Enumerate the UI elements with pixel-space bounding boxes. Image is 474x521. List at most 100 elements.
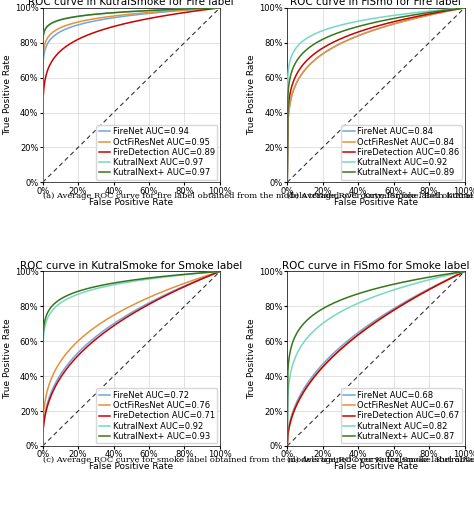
FireNet AUC=0.68	[389, 306, 395, 313]
KutralNext AUC=0.97	[201, 5, 206, 11]
KutralNext AUC=0.92	[146, 276, 151, 282]
OctFiResNet AUC=0.67	[445, 277, 451, 283]
KutralNext+ AUC=0.93	[201, 269, 206, 276]
OctFiResNet AUC=0.95	[145, 9, 150, 16]
KutralNext+ AUC=0.97	[145, 7, 150, 14]
OctFiResNet AUC=0.95	[189, 6, 195, 13]
Line: FireDetection AUC=0.71: FireDetection AUC=0.71	[43, 271, 220, 446]
OctFiResNet AUC=0.67	[393, 306, 399, 312]
Line: KutralNext+ AUC=0.93: KutralNext+ AUC=0.93	[43, 271, 220, 446]
KutralNext+ AUC=0.89	[390, 16, 396, 22]
Y-axis label: True Positive Rate: True Positive Rate	[3, 318, 12, 399]
FireNet AUC=0.68	[390, 306, 396, 312]
FireNet AUC=0.68	[393, 304, 399, 311]
Line: FireDetection AUC=0.67: FireDetection AUC=0.67	[287, 271, 465, 446]
KutralNext AUC=0.97	[148, 7, 154, 14]
KutralNext AUC=0.82	[390, 287, 396, 293]
Line: OctFiResNet AUC=0.84: OctFiResNet AUC=0.84	[287, 8, 465, 182]
Text: (d) Average ROC curve for smoke label obtained from the models trained over FiSm: (d) Average ROC curve for smoke label ob…	[287, 455, 474, 464]
KutralNext+ AUC=0.89	[285, 93, 291, 99]
FireDetection AUC=0.86	[285, 110, 291, 117]
FireNet AUC=0.94	[40, 179, 46, 185]
KutralNext+ AUC=0.87	[462, 268, 467, 275]
Line: OctFiResNet AUC=0.67: OctFiResNet AUC=0.67	[287, 271, 465, 446]
X-axis label: False Positive Rate: False Positive Rate	[334, 462, 418, 471]
FireNet AUC=0.84	[393, 20, 399, 27]
KutralNext+ AUC=0.93	[217, 268, 223, 275]
FireNet AUC=0.68	[434, 282, 439, 288]
KutralNext AUC=0.97	[146, 7, 151, 14]
Line: FireNet AUC=0.72: FireNet AUC=0.72	[43, 271, 220, 446]
KutralNext+ AUC=0.89	[434, 8, 439, 15]
KutralNext AUC=0.92	[40, 443, 46, 449]
OctFiResNet AUC=0.95	[217, 5, 223, 11]
KutralNext+ AUC=0.87	[284, 443, 290, 449]
OctFiResNet AUC=0.76	[40, 443, 46, 449]
FireDetection AUC=0.71	[189, 280, 195, 287]
FireDetection AUC=0.71	[148, 300, 154, 306]
X-axis label: False Positive Rate: False Positive Rate	[89, 462, 173, 471]
FireNet AUC=0.94	[189, 7, 195, 13]
KutralNext+ AUC=0.87	[389, 281, 395, 288]
KutralNext AUC=0.97	[189, 6, 195, 12]
OctFiResNet AUC=0.76	[145, 295, 150, 301]
KutralNext AUC=0.97	[145, 7, 150, 14]
Line: FireNet AUC=0.84: FireNet AUC=0.84	[287, 8, 465, 182]
OctFiResNet AUC=0.67	[389, 308, 395, 314]
OctFiResNet AUC=0.84	[284, 179, 290, 185]
FireDetection AUC=0.89	[145, 16, 150, 22]
Y-axis label: True Positive Rate: True Positive Rate	[247, 55, 256, 135]
KutralNext AUC=0.92	[284, 179, 290, 185]
FireNet AUC=0.84	[389, 21, 395, 28]
Line: OctFiResNet AUC=0.76: OctFiResNet AUC=0.76	[43, 271, 220, 446]
FireDetection AUC=0.67	[462, 268, 467, 275]
KutralNext+ AUC=0.93	[40, 443, 46, 449]
KutralNext AUC=0.82	[285, 393, 291, 399]
FireDetection AUC=0.67	[434, 282, 439, 289]
OctFiResNet AUC=0.67	[462, 268, 467, 275]
KutralNext AUC=0.82	[462, 268, 467, 275]
OctFiResNet AUC=0.76	[146, 295, 151, 301]
OctFiResNet AUC=0.95	[40, 50, 46, 56]
KutralNext AUC=0.92	[285, 73, 291, 79]
KutralNext+ AUC=0.87	[434, 272, 439, 279]
X-axis label: False Positive Rate: False Positive Rate	[89, 199, 173, 207]
Legend: FireNet AUC=0.84, OctFiResNet AUC=0.84, FireDetection AUC=0.86, KutralNext AUC=0: FireNet AUC=0.84, OctFiResNet AUC=0.84, …	[341, 125, 462, 180]
Line: FireNet AUC=0.68: FireNet AUC=0.68	[287, 271, 465, 446]
Title: ROC curve in KutralSmoke for Fire label: ROC curve in KutralSmoke for Fire label	[28, 0, 234, 7]
FireNet AUC=0.84	[284, 179, 290, 185]
KutralNext+ AUC=0.87	[285, 368, 291, 375]
FireDetection AUC=0.86	[434, 9, 439, 16]
FireNet AUC=0.94	[148, 10, 154, 16]
FireDetection AUC=0.89	[189, 8, 195, 15]
KutralNext AUC=0.92	[462, 5, 467, 11]
KutralNext AUC=0.92	[145, 276, 150, 282]
FireDetection AUC=0.89	[40, 179, 46, 185]
FireNet AUC=0.94	[201, 6, 206, 12]
OctFiResNet AUC=0.84	[390, 21, 396, 28]
FireDetection AUC=0.89	[201, 7, 206, 13]
FireNet AUC=0.72	[40, 424, 46, 430]
FireDetection AUC=0.67	[284, 443, 290, 449]
Y-axis label: True Positive Rate: True Positive Rate	[3, 55, 12, 135]
KutralNext AUC=0.97	[40, 179, 46, 185]
OctFiResNet AUC=0.76	[148, 293, 154, 300]
FireDetection AUC=0.86	[445, 7, 451, 14]
FireDetection AUC=0.86	[462, 5, 467, 11]
FireNet AUC=0.68	[445, 276, 451, 282]
FireNet AUC=0.84	[462, 5, 467, 11]
KutralNext+ AUC=0.97	[217, 5, 223, 11]
Line: KutralNext AUC=0.92: KutralNext AUC=0.92	[287, 8, 465, 182]
FireNet AUC=0.72	[217, 268, 223, 275]
FireDetection AUC=0.71	[40, 426, 46, 432]
FireNet AUC=0.68	[462, 268, 467, 275]
FireNet AUC=0.72	[145, 301, 150, 307]
KutralNext+ AUC=0.89	[445, 7, 451, 13]
KutralNext AUC=0.82	[393, 286, 399, 292]
Line: FireDetection AUC=0.86: FireDetection AUC=0.86	[287, 8, 465, 182]
OctFiResNet AUC=0.84	[393, 20, 399, 27]
KutralNext+ AUC=0.97	[201, 5, 206, 11]
OctFiResNet AUC=0.95	[201, 6, 206, 12]
FireNet AUC=0.68	[285, 431, 291, 437]
Line: FireNet AUC=0.94: FireNet AUC=0.94	[43, 8, 220, 182]
